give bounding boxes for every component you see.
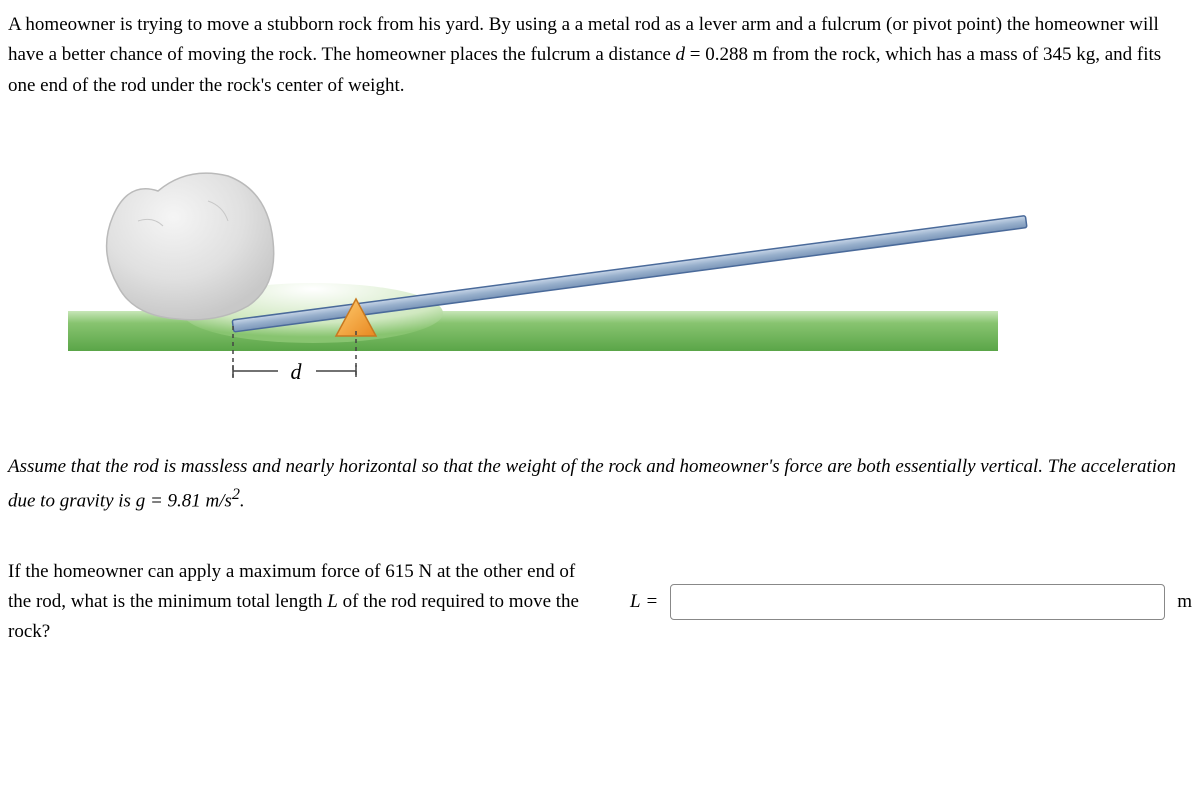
d-variable: d: [676, 44, 686, 65]
assumption-text: Assume that the rod is massless and near…: [8, 452, 1192, 517]
equals-1: =: [685, 44, 705, 65]
answer-group: L = m: [630, 584, 1192, 620]
assumption-period: .: [240, 490, 245, 511]
L-variable: L: [327, 591, 338, 612]
question-row: If the homeowner can apply a maximum for…: [8, 557, 1192, 648]
answer-label: L =: [630, 587, 658, 617]
d-value: 0.288 m: [705, 44, 767, 65]
equals-2: =: [145, 490, 167, 511]
problem-intro: A homeowner is trying to move a stubborn…: [8, 10, 1192, 101]
g-value: 9.81 m/s: [168, 490, 232, 511]
lever-diagram: d: [68, 131, 1028, 421]
answer-unit: m: [1177, 587, 1192, 617]
question-text: If the homeowner can apply a maximum for…: [8, 557, 600, 648]
g-variable: g: [136, 490, 146, 511]
g-exponent: 2: [232, 486, 240, 503]
answer-eq: =: [641, 591, 659, 612]
rock: [107, 173, 274, 320]
answer-input[interactable]: [670, 584, 1165, 620]
answer-L-var: L: [630, 591, 641, 612]
d-label: d: [291, 359, 303, 384]
